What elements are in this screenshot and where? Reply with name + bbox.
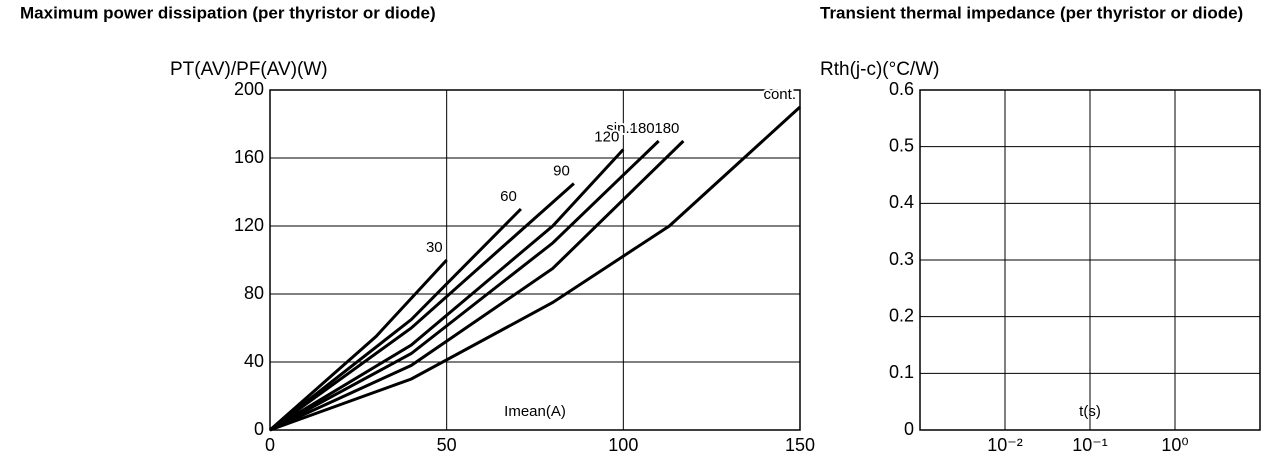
curve-label: 120 xyxy=(594,128,619,145)
curve-label: 30 xyxy=(426,239,443,256)
y-tick-label: 40 xyxy=(244,351,264,371)
chart-title: Maximum power dissipation (per thyristor… xyxy=(20,3,436,22)
y-tick-label: 120 xyxy=(234,215,264,235)
y-tick-label: 0.1 xyxy=(889,362,914,382)
y-tick-label: 80 xyxy=(244,283,264,303)
x-axis-label: Imean(A) xyxy=(504,403,566,420)
plot-frame xyxy=(270,90,800,430)
y-tick-label: 0 xyxy=(904,419,914,439)
x-tick-label: 150 xyxy=(785,435,815,455)
y-tick-label: 0.6 xyxy=(889,79,914,99)
x-tick-label: 10⁻² xyxy=(987,435,1023,455)
x-tick-label: 10⁰ xyxy=(1161,435,1188,455)
x-tick-label: 50 xyxy=(437,435,457,455)
y-axis-label: Rth(j-c)(°C/W) xyxy=(820,59,939,80)
y-axis-label: PT(AV)/PF(AV)(W) xyxy=(170,59,328,80)
y-tick-label: 0.4 xyxy=(889,192,914,212)
page: Maximum power dissipation (per thyristor… xyxy=(0,0,1271,461)
x-tick-label: 10⁻¹ xyxy=(1072,435,1108,455)
x-tick-label: 100 xyxy=(608,435,638,455)
curve-label: cont. xyxy=(763,86,796,103)
y-tick-label: 0.5 xyxy=(889,135,914,155)
y-tick-label: 200 xyxy=(234,79,264,99)
curve-label: 90 xyxy=(553,162,570,179)
curve-label: 60 xyxy=(500,188,517,205)
x-tick-label: 0 xyxy=(265,435,275,455)
y-tick-label: 0 xyxy=(254,419,264,439)
y-tick-label: 160 xyxy=(234,147,264,167)
chart-title: Transient thermal impedance (per thyrist… xyxy=(820,3,1243,22)
y-tick-label: 0.2 xyxy=(889,305,914,325)
y-tick-label: 0.3 xyxy=(889,249,914,269)
